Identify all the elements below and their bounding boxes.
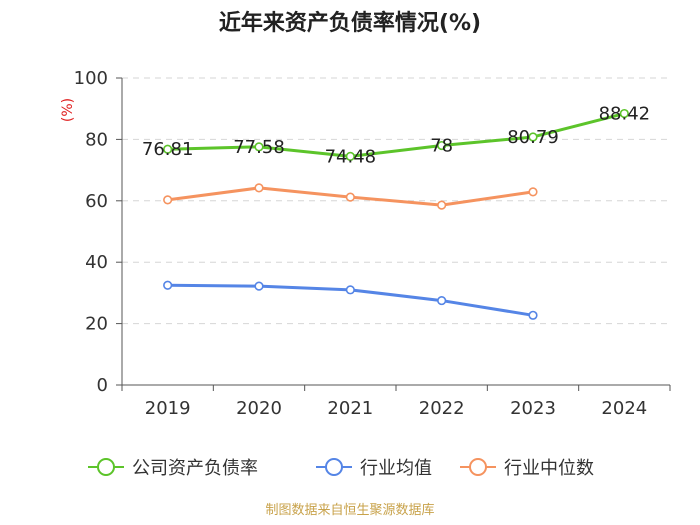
data-point: [345, 192, 355, 202]
y-tick-label: 60: [85, 191, 108, 212]
data-point: [254, 183, 264, 193]
data-point: [254, 281, 264, 291]
y-tick-label: 40: [85, 252, 108, 273]
series-line: [166, 112, 626, 158]
legend-label: 公司资产负债率: [132, 458, 258, 479]
data-point: [345, 285, 355, 295]
data-point: [345, 151, 355, 161]
data-label: 76.81: [142, 139, 194, 160]
chart-title: 近年来资产负债率情况(%): [219, 10, 481, 36]
data-label-layer: 76.81 77.58 74.48 78 80.79 88.42: [142, 104, 650, 168]
axis-layer: 0 20 40 60 80 100 2019 2020 2021 2022 2023 2024: [74, 68, 671, 419]
legend-label: 行业中位数: [504, 458, 594, 479]
data-point: [619, 108, 629, 119]
x-tick-label: 2024: [601, 398, 647, 419]
y-tick-label: 20: [85, 314, 108, 335]
data-point: [528, 132, 538, 142]
grid-layer: [122, 77, 670, 325]
legend: 公司资产负债率 行业均值 行业中位数: [88, 458, 594, 479]
data-point: [163, 144, 173, 154]
data-point: [163, 280, 173, 290]
legend-label: 行业均值: [360, 458, 432, 479]
legend-marker: [97, 458, 115, 476]
data-label: 74.48: [325, 146, 377, 167]
legend-marker: [469, 458, 487, 476]
data-point: [528, 187, 538, 197]
data-point: [437, 140, 447, 151]
x-tick-label: 2023: [510, 398, 556, 419]
y-tick-label: 0: [97, 375, 108, 396]
data-label: 78: [430, 136, 453, 157]
data-point: [437, 295, 447, 306]
data-label: 80.79: [507, 127, 559, 148]
y-tick-label: 100: [74, 68, 108, 89]
data-label: 88.42: [599, 104, 651, 125]
y-axis-unit-label: (%): [60, 98, 76, 122]
data-point: [254, 142, 264, 152]
x-tick-label: 2022: [419, 398, 465, 419]
x-tick-label: 2021: [327, 398, 373, 419]
x-tick-label: 2020: [236, 398, 282, 419]
x-tick-label: 2019: [145, 398, 191, 419]
data-label: 77.58: [233, 137, 285, 158]
legend-marker: [325, 458, 343, 476]
data-point: [163, 195, 173, 205]
data-point: [437, 200, 447, 210]
y-tick-label: 80: [85, 129, 108, 150]
series-layer: [163, 108, 629, 320]
source-note: 制图数据来自恒生聚源数据库: [265, 502, 434, 518]
data-point: [528, 310, 538, 320]
